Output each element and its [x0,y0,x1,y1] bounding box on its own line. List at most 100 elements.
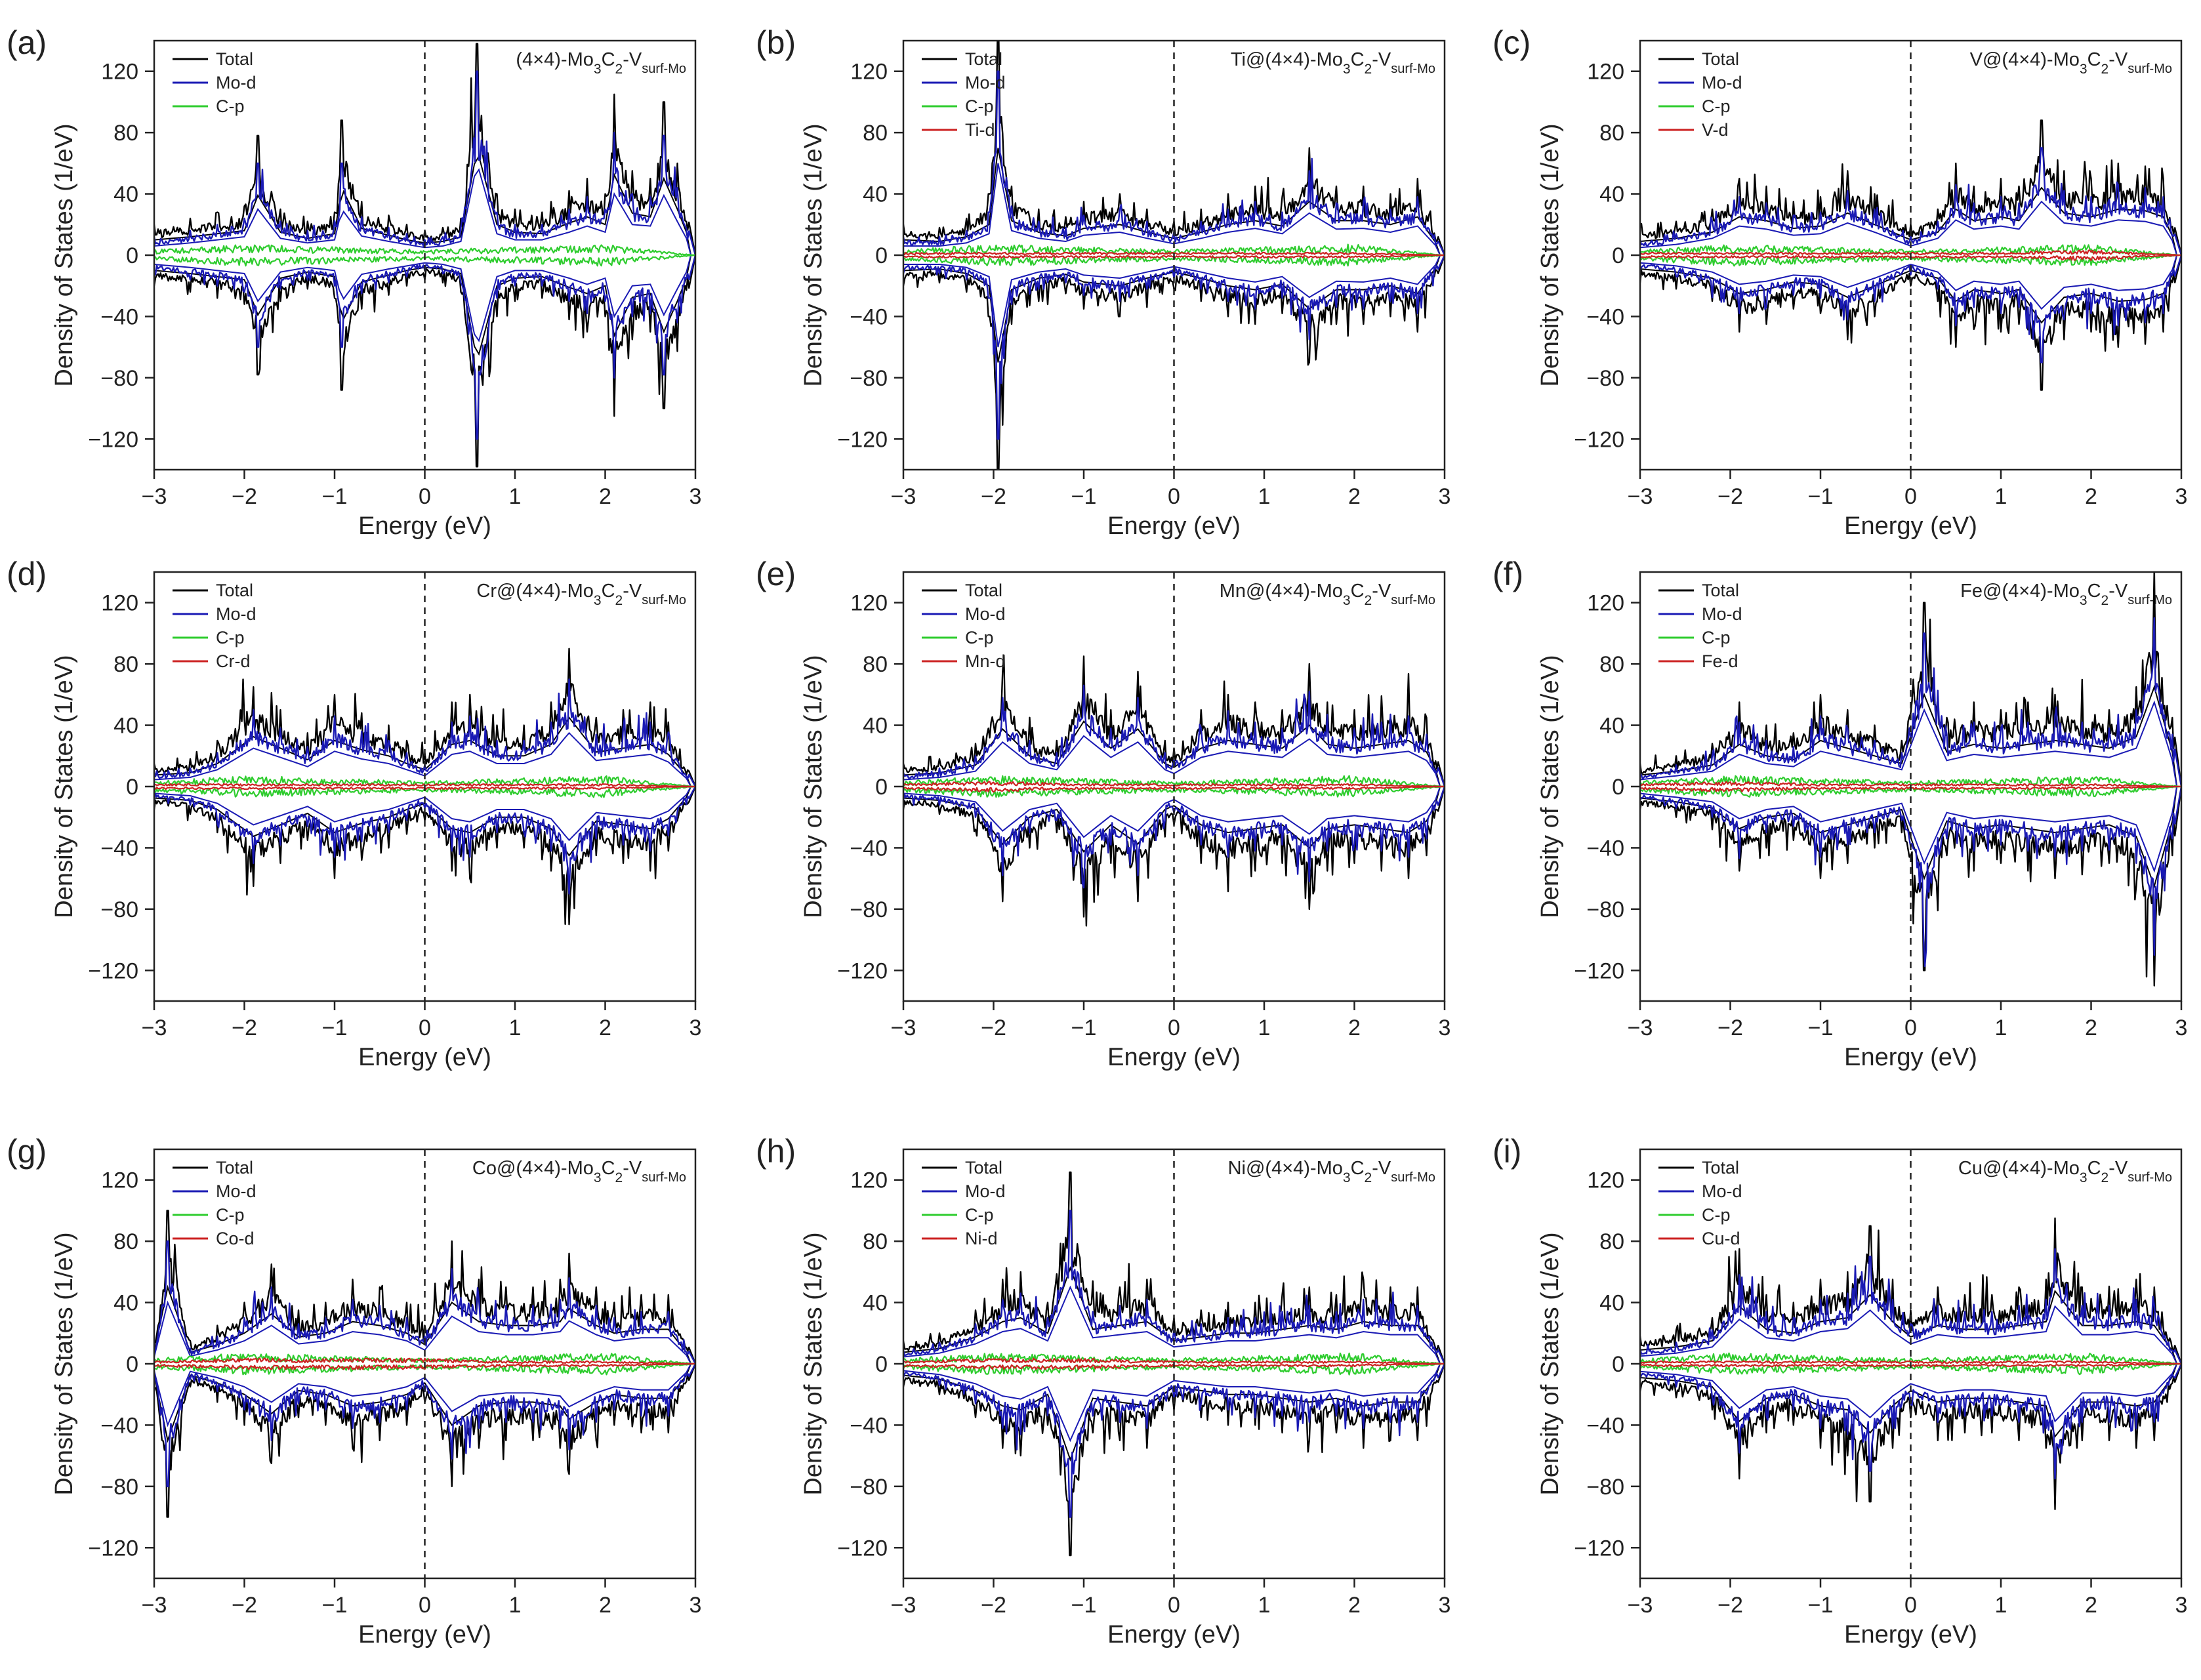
y-axis-title: Density of States (1/eV) [800,123,827,386]
y-tick-label: −120 [837,427,888,452]
x-tick-label: −3 [891,484,916,509]
panel-label: (g) [7,1133,47,1170]
dos-envelope-mo-d-down [1640,786,2181,873]
panel-label: (c) [1492,24,1531,61]
x-tick-label: 1 [1995,1015,2007,1040]
x-tick-label: −3 [142,484,167,509]
system-title-text: -V [623,1158,642,1179]
legend-label-c-p: C-p [216,1205,245,1225]
dos-line-total-up [1640,119,2181,256]
x-tick-label: 3 [1439,484,1451,509]
legend-label-v-d: V-d [1702,120,1729,140]
y-tick-label: 120 [101,60,138,85]
system-title: V@(4×4)-Mo3C2-Vsurf-Mo [1970,49,2172,77]
dos-envelope-mo-d-up [903,1285,1445,1364]
system-title-text: -V [623,581,642,602]
y-tick-label: −40 [100,836,138,861]
x-tick-label: 2 [599,1593,611,1618]
legend-label-mo-d: Mo-d [1702,73,1742,92]
legend-label-mo-d: Mo-d [965,604,1006,624]
x-axis-title: Energy (eV) [358,1621,491,1649]
y-tick-label: 120 [1587,60,1624,85]
system-title-text: C [602,49,615,70]
x-axis-title: Energy (eV) [1107,1044,1241,1071]
y-tick-label: 120 [1587,1168,1624,1193]
y-tick-label: 80 [863,1229,888,1254]
y-axis-title: Density of States (1/eV) [800,655,827,918]
legend-label-total: Total [216,1158,253,1178]
system-title-text: C [2088,49,2101,70]
y-tick-label: 40 [113,182,138,207]
legend-label-fe-d: Fe-d [1702,651,1738,671]
system-title-text: Cu@(4×4)-Mo [1958,1158,2080,1179]
y-tick-label: −80 [850,366,888,391]
dos-line-c-p-up [154,244,695,256]
dos-envelope-mo-d-down [154,255,695,342]
x-tick-label: −3 [142,1593,167,1618]
y-tick-label: 0 [1612,1352,1624,1377]
y-tick-label: −120 [1574,1536,1624,1561]
y-axis-title: Density of States (1/eV) [51,1232,78,1495]
system-title: Fe@(4×4)-Mo3C2-Vsurf-Mo [1960,581,2172,608]
dos-line-c-p-up [903,775,1445,788]
dos-line-c-p-up [1640,244,2181,256]
y-tick-label: −80 [850,1475,888,1500]
x-tick-label: −1 [322,1015,348,1040]
panel-label: (f) [1492,556,1523,592]
x-tick-label: −1 [322,1593,348,1618]
x-tick-label: −2 [232,1015,257,1040]
system-title-subscript: 3 [2080,593,2088,608]
system-title: Ti@(4×4)-Mo3C2-Vsurf-Mo [1231,49,1435,77]
legend-label-cr-d: Cr-d [216,651,251,671]
dos-line-mo-d-up [1640,147,2181,256]
system-title-text: V@(4×4)-Mo [1970,49,2080,70]
dos-line-c-p-up [903,243,1445,256]
dos-line-mo-d-up [1640,1248,2181,1364]
x-axis-title: Energy (eV) [358,1044,491,1071]
x-tick-label: 3 [689,484,702,509]
x-tick-label: 1 [509,1593,522,1618]
y-tick-label: 120 [101,1168,138,1193]
system-title-text: Cr@(4×4)-Mo [476,581,594,602]
y-axis-title: Density of States (1/eV) [800,1232,827,1495]
x-tick-label: 3 [2175,1015,2188,1040]
y-tick-label: −40 [1586,304,1624,329]
y-tick-label: −80 [1586,1475,1624,1500]
system-title-text: -V [1372,49,1391,70]
legend-label-mo-d: Mo-d [965,73,1006,92]
system-title-vacancy-subscript: surf-Mo [2128,593,2172,607]
x-tick-label: 1 [509,484,522,509]
system-title: (4×4)-Mo3C2-Vsurf-Mo [516,49,686,77]
y-tick-label: 120 [850,60,888,85]
y-tick-label: 120 [1587,591,1624,616]
x-tick-label: −1 [1808,484,1834,509]
dos-envelope-mo-d-down [1640,1363,2181,1423]
x-tick-label: 3 [1439,1015,1451,1040]
system-title-subscript: 3 [1343,62,1351,77]
y-axis-title: Density of States (1/eV) [1536,1232,1564,1495]
panel-label: (d) [7,556,47,592]
y-tick-label: −40 [850,836,888,861]
x-tick-label: −1 [1808,1015,1834,1040]
y-tick-label: 0 [1612,775,1624,800]
system-title-subscript: 3 [1343,593,1351,608]
legend-label-total: Total [1702,581,1739,600]
dos-envelope-mo-d-down [903,1363,1445,1443]
y-tick-label: 80 [113,1229,138,1254]
dos-line-total-up [1640,572,2181,787]
system-title-subscript: 3 [594,593,602,608]
x-axis-title: Energy (eV) [1844,1044,1977,1071]
x-tick-label: −1 [1071,1593,1097,1618]
y-tick-label: 80 [113,121,138,146]
system-title-subscript: 3 [594,62,602,77]
x-tick-label: −2 [981,484,1006,509]
dos-line-c-p-up [154,775,695,788]
x-tick-label: −1 [322,484,348,509]
x-tick-label: −1 [1071,1015,1097,1040]
